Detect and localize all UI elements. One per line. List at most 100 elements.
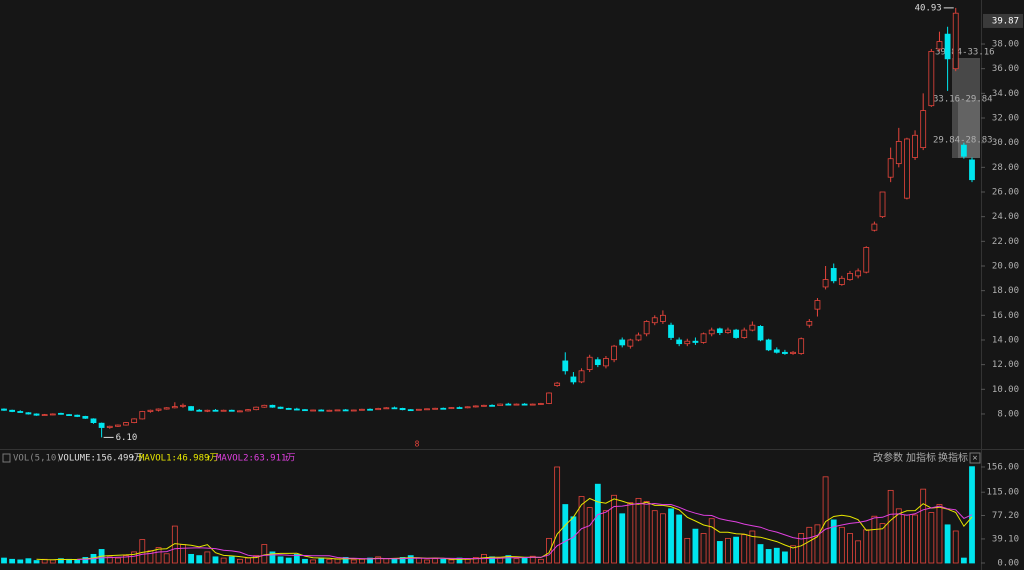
volume-bar [822,476,829,564]
candle-body [114,424,121,427]
volume-bar [627,502,634,564]
volume-bar [318,557,325,564]
candle-body [489,404,495,407]
candle-body [220,409,227,412]
volume-bar [733,536,740,564]
candle-body [782,351,788,354]
candle-body [17,411,24,413]
candle-body [879,191,886,218]
volume-bar [497,557,504,564]
candle-body [228,409,235,412]
candle-body [204,409,211,412]
candle-body [700,333,707,343]
candle-body [58,412,64,415]
candle-body [676,339,683,345]
candle-body [773,349,780,353]
volume-bar [871,515,878,564]
volume-bar [33,560,40,564]
volume-bar [936,504,943,564]
volume-bar [920,488,927,564]
indicator-icon [2,453,11,463]
volume-bar [586,507,593,564]
candle-body [82,416,89,419]
candle-body [196,409,203,412]
y-tick-label: 28.00 [992,163,1019,173]
candle-body [521,403,528,406]
volume-bar [1,557,7,564]
candle-body [562,360,569,372]
candle-body [757,326,764,341]
volume-bar [269,551,276,564]
volume-bar [643,501,650,564]
y-tick-label: 20.00 [992,261,1019,271]
volume-bar [220,557,227,564]
candle-body [375,408,382,411]
volume-bar [537,558,544,564]
candle-body [871,223,878,231]
volume-bar [432,558,439,564]
volume-bar [261,544,268,564]
volume-bar [49,559,56,564]
volume-bar [847,533,853,564]
volume-bar [9,558,16,564]
volume-bar [163,553,170,564]
volume-bar [359,558,365,564]
button[interactable]: 换指标 [938,451,968,464]
volume-bar [749,530,756,564]
volume-bar [570,516,577,564]
candle-body [180,404,186,407]
candle-body [586,356,593,370]
volume-bar [424,559,430,564]
candle-body [822,279,829,288]
candle-body [302,409,308,412]
candle-body [806,321,813,326]
volume-bar [326,558,333,564]
volume-bar [212,556,219,564]
event-marker: 8 [415,440,420,449]
candle-body [887,158,894,178]
candle-body [66,414,72,416]
candle-body [123,422,129,426]
close-button[interactable] [969,452,981,464]
y-tick-label: 32.00 [992,114,1019,124]
legend-mavol1: MAVOL1:46.989万 [139,454,218,464]
volume-bar [440,558,447,564]
candle-body [643,321,650,335]
volume-bar [814,524,821,564]
candle-body [98,422,105,428]
candle-body [448,407,455,409]
candle-body [716,328,723,333]
y-tick-label: 34.00 [992,89,1019,99]
candle-body [611,345,617,361]
button[interactable]: 加指标 [906,451,936,464]
volume-bar [25,558,32,564]
volume-bar [684,537,691,564]
candle-body [415,408,422,411]
y-tick-label: 39.10 [992,534,1019,544]
candle-body [212,409,219,412]
volume-bar [716,541,723,564]
volume-bar [302,558,308,564]
legend-arrow: ↑ [130,454,135,464]
volume-bar [562,504,569,564]
high-marker-label: 40.93 [915,3,942,13]
volume-bar [131,551,138,564]
candle-body [326,409,333,412]
y-tick-label: 18.00 [992,286,1019,296]
candle-body [1,408,7,411]
button[interactable]: 改参数 [873,451,903,464]
candle-body [603,358,609,367]
candle-body [277,406,284,409]
volume-bar [310,559,317,564]
close-icon[interactable]: × [972,454,977,464]
volume-bar [17,559,24,564]
candle-body [594,359,601,366]
volume-bar [106,556,113,564]
range-label: 33.16-29.84 [933,95,993,105]
candle-body [481,404,487,407]
volume-bar [692,528,699,564]
y-tick-label: 24.00 [992,212,1019,222]
candle-body [106,425,113,428]
y-tick-label: 16.00 [992,311,1019,321]
volume-bar [725,537,731,564]
